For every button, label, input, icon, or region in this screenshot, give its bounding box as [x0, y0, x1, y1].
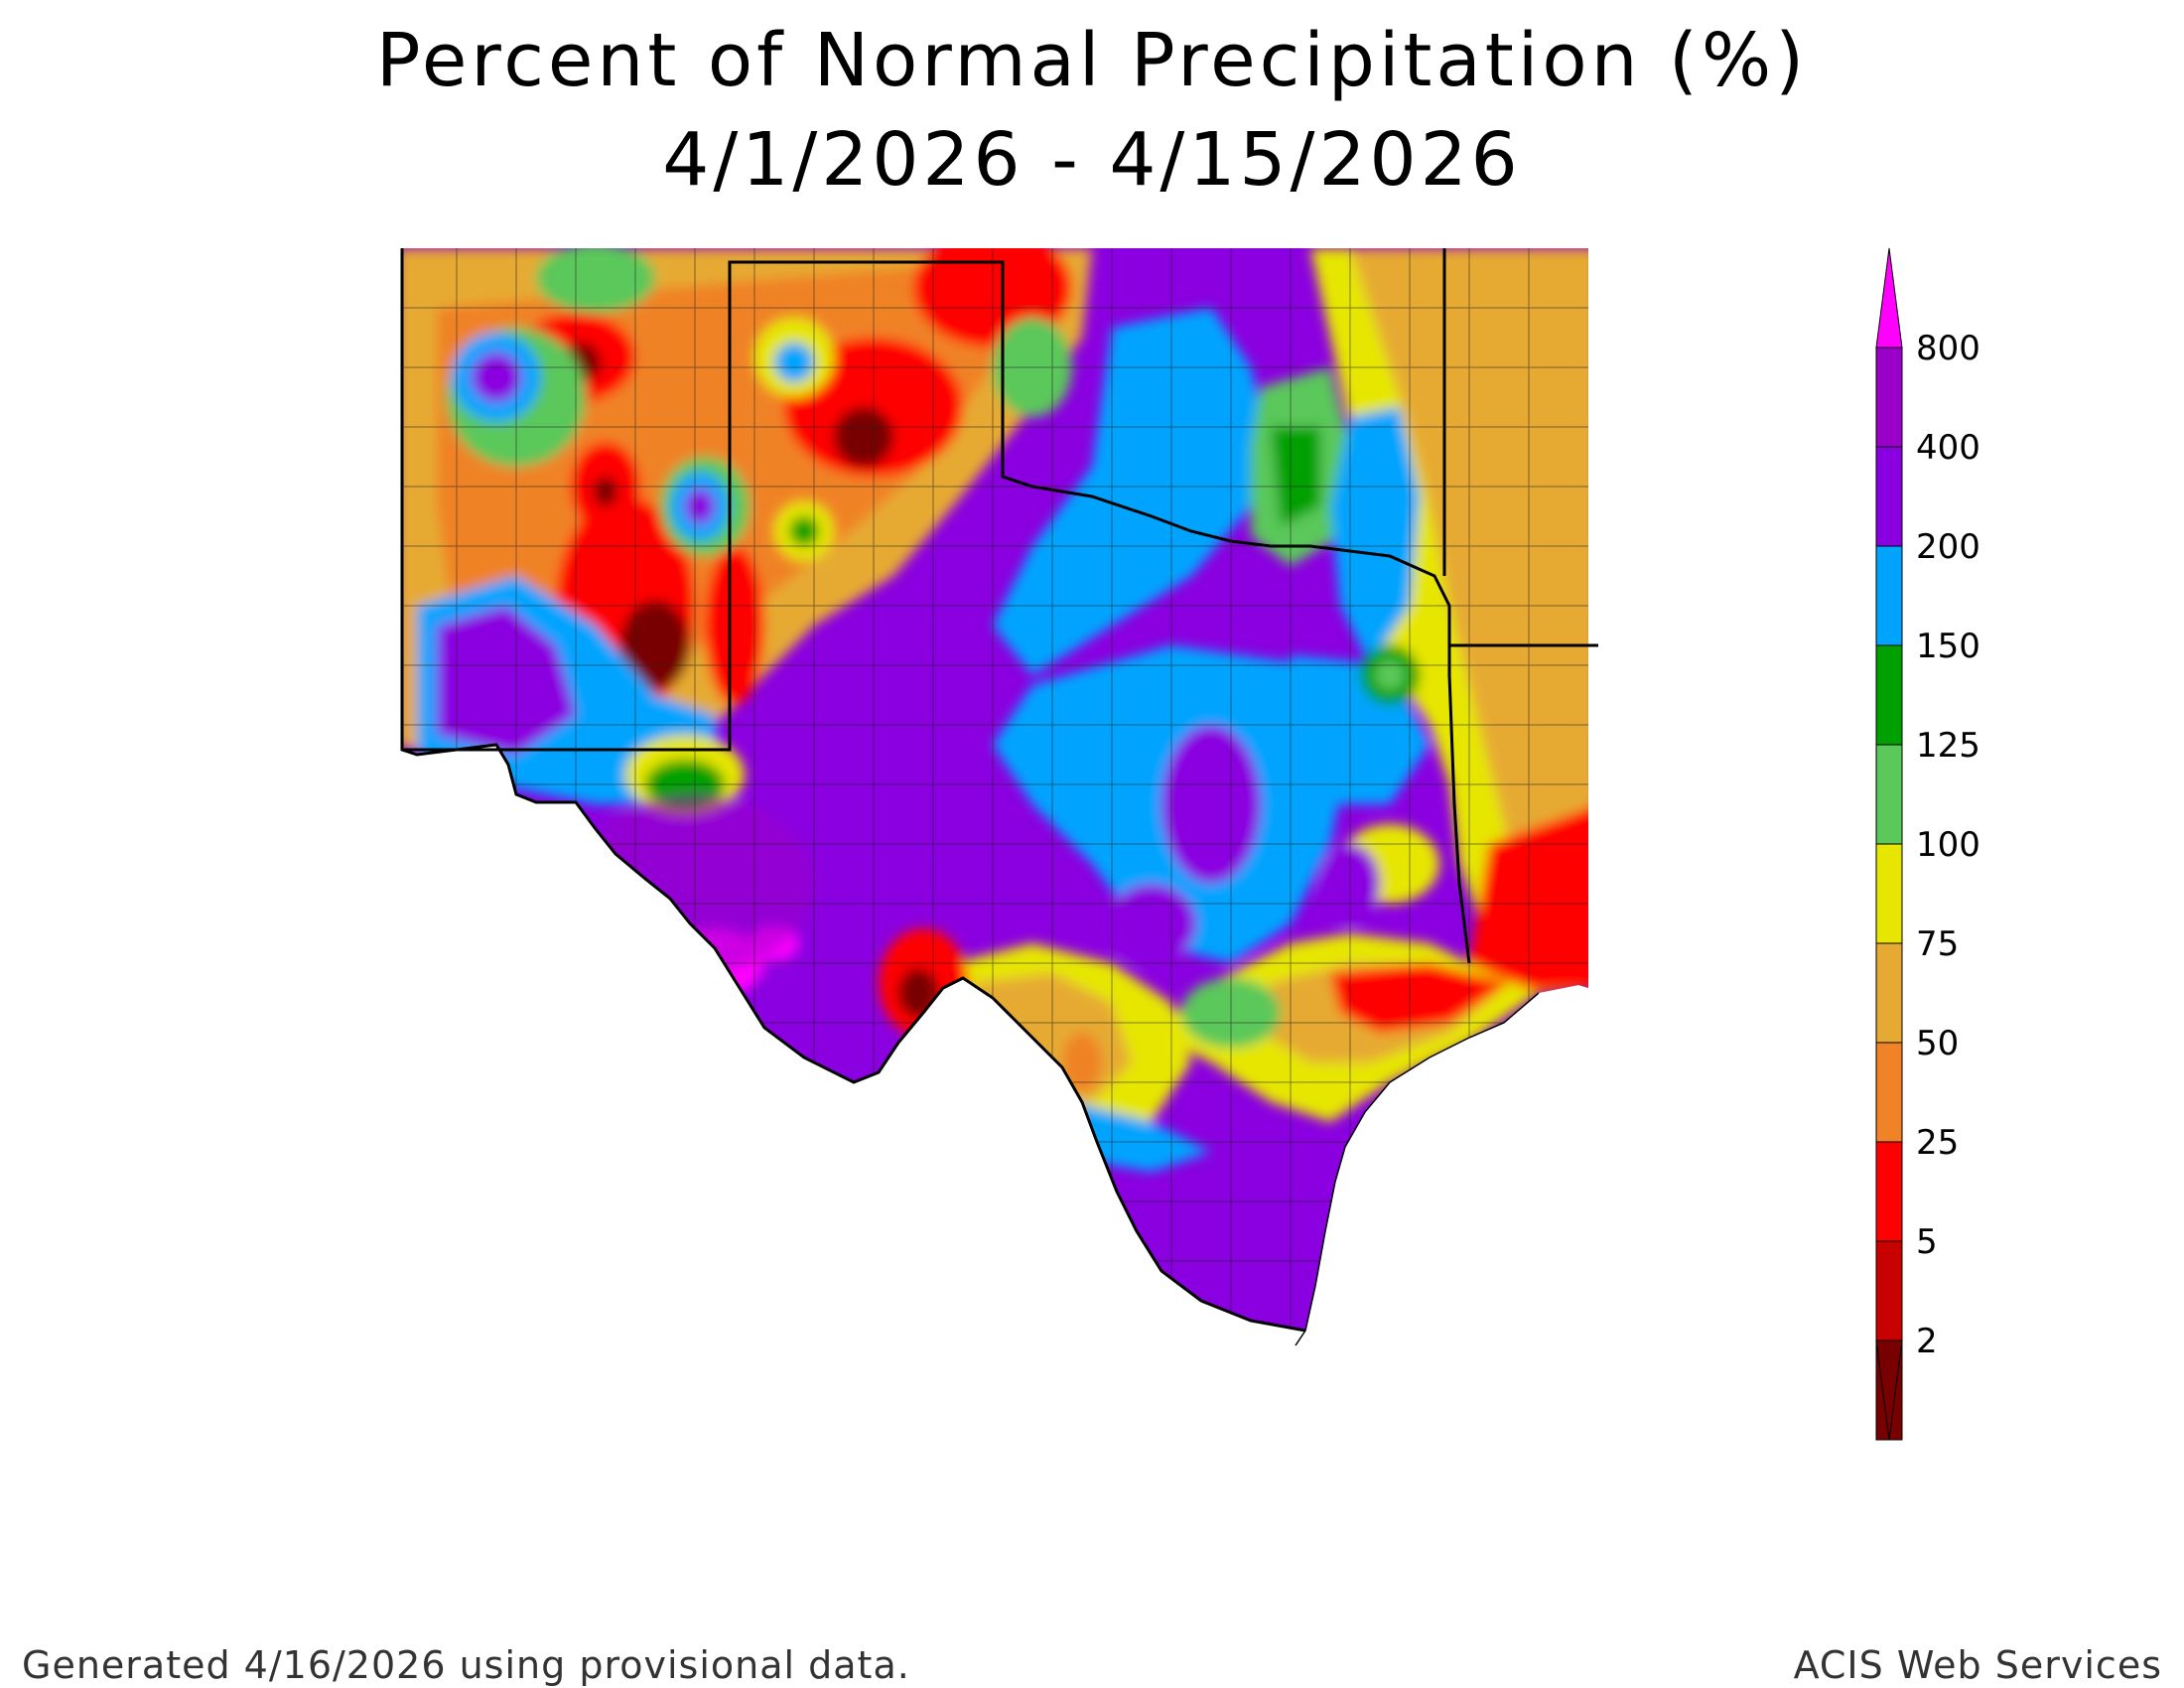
legend-label: 200 — [1916, 527, 1980, 567]
legend-swatch — [1875, 545, 1903, 646]
legend-swatch — [1875, 1240, 1903, 1341]
generated-note: Generated 4/16/2026 using provisional da… — [22, 1643, 910, 1687]
legend-label: 125 — [1916, 726, 1980, 766]
legend-arrow-bottom — [1875, 1339, 1903, 1441]
legend-swatch — [1875, 644, 1903, 746]
legend-label: 50 — [1916, 1024, 1959, 1063]
source-credit: ACIS Web Services — [1793, 1643, 2162, 1687]
legend-swatch — [1875, 843, 1903, 944]
legend-label: 75 — [1916, 924, 1959, 964]
legend-swatch — [1875, 446, 1903, 547]
map-date-range: 4/1/2026 - 4/15/2026 — [662, 117, 1522, 203]
legend-swatch — [1875, 744, 1903, 845]
legend-swatch — [1875, 1042, 1903, 1143]
legend-label: 25 — [1916, 1123, 1959, 1163]
legend-label: 800 — [1916, 329, 1980, 368]
legend-label: 150 — [1916, 627, 1980, 666]
legend-swatch — [1875, 1141, 1903, 1242]
legend-arrow-top — [1875, 247, 1903, 349]
precipitation-field — [402, 248, 1588, 1331]
legend-label: 100 — [1916, 825, 1980, 865]
legend-swatch — [1875, 942, 1903, 1044]
legend-label: 400 — [1916, 428, 1980, 468]
map-title: Percent of Normal Precipitation (%) — [375, 18, 1809, 103]
legend-label: 2 — [1916, 1322, 1938, 1361]
color-legend: 800 400 200 150 125 100 75 50 25 5 2 — [1875, 247, 1980, 1441]
precipitation-map — [400, 248, 1598, 1346]
gulf-coastline — [1295, 992, 1540, 1346]
legend-label: 5 — [1916, 1222, 1938, 1262]
legend-swatch — [1875, 347, 1903, 448]
